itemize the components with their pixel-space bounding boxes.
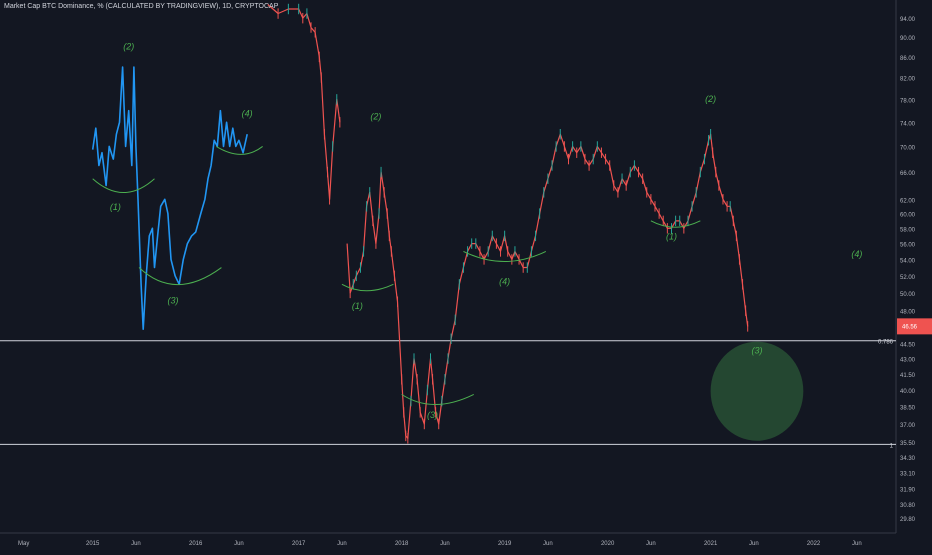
wave-label: (4) [499,276,510,286]
level-label: 1 [890,443,894,449]
y-tick-label: 62.00 [900,198,916,204]
series-line [267,4,341,200]
wave-label: (4) [242,108,253,118]
x-tick-label: Jun [440,541,450,547]
x-tick-label: Jun [749,541,759,547]
wave-label: (2) [705,94,716,104]
target-zone [710,341,804,441]
wave-arc [216,146,263,155]
last-value-label: 46.56 [902,324,918,330]
y-tick-label: 58.00 [900,227,916,233]
level-label: 0.786 [878,340,894,346]
y-tick-label: 34.30 [900,456,916,462]
wave-arc [401,393,474,405]
wave-arc [463,250,547,263]
last-value-badge [897,318,932,335]
y-tick-label: 78.00 [900,98,916,104]
wave-label: (2) [123,41,134,51]
y-tick-label: 43.00 [900,358,916,364]
y-tick-label: 56.00 [900,243,916,249]
wave-label: (1) [666,232,677,242]
x-tick-label: Jun [646,541,656,547]
y-tick-label: 90.00 [900,36,916,42]
x-tick-label: 2021 [704,541,718,547]
chart-title: Market Cap BTC Dominance, % (CALCULATED … [4,3,279,10]
x-tick-label: Jun [131,541,141,547]
wave-arc [138,267,222,286]
wave-label: (2) [370,111,381,121]
series-line [91,66,248,330]
y-tick-label: 29.80 [900,517,916,523]
y-tick-label: 82.00 [900,77,916,83]
y-tick-label: 48.00 [900,310,916,316]
y-tick-label: 37.00 [900,423,916,429]
y-tick-label: 54.00 [900,258,916,264]
x-tick-label: 2022 [807,541,821,547]
x-tick-label: Jun [234,541,244,547]
y-tick-label: 94.00 [900,17,916,23]
y-tick-label: 66.00 [900,171,916,177]
y-tick-label: 74.00 [900,121,916,127]
x-tick-label: 2019 [498,541,512,547]
x-tick-label: Jun [543,541,553,547]
x-tick-label: 2020 [601,541,615,547]
wave-label: (4) [851,249,862,259]
y-tick-label: 40.00 [900,389,916,395]
wave-label: (3) [751,346,762,356]
y-tick-label: 41.50 [900,373,916,379]
y-tick-label: 30.80 [900,503,916,509]
wave-arc [650,220,701,228]
wave-label: (1) [352,301,363,311]
y-tick-label: 86.00 [900,56,916,62]
x-tick-label: 2015 [86,541,100,547]
x-tick-label: Jun [337,541,347,547]
y-tick-label: 60.00 [900,213,916,219]
y-tick-label: 44.50 [900,343,916,349]
wave-label: (3) [168,295,179,305]
x-tick-label: 2018 [395,541,409,547]
x-tick-label: 2016 [189,541,203,547]
y-tick-label: 33.10 [900,471,916,477]
wave-label: (3) [427,410,438,420]
wave-arc [341,283,394,292]
y-tick-label: 52.00 [900,275,916,281]
x-tick-label: 2017 [292,541,306,547]
y-tick-label: 35.50 [900,441,916,447]
y-tick-label: 50.00 [900,292,916,298]
series-line [346,133,749,439]
wave-arc [92,178,155,193]
y-tick-label: 70.00 [900,145,916,151]
x-tick-label: Jun [852,541,862,547]
x-tick-label: May [18,541,29,547]
wave-label: (1) [110,202,121,212]
y-tick-label: 38.50 [900,406,916,412]
y-tick-label: 31.90 [900,488,916,494]
